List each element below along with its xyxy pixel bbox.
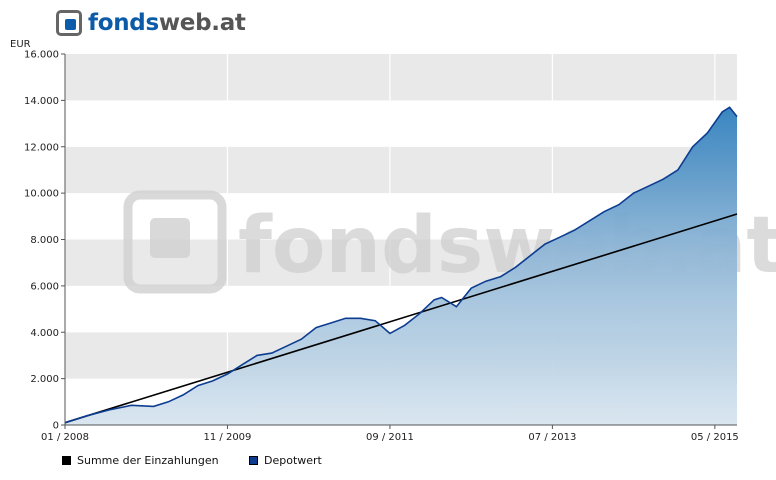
x-tick-label: 07 / 2013	[528, 432, 576, 443]
legend-label-depotwert: Depotwert	[264, 454, 322, 467]
x-tick-label: 09 / 2011	[366, 432, 414, 443]
grid-band	[65, 54, 737, 101]
y-axis-unit: EUR	[10, 39, 31, 50]
y-tick-label: 12.000	[24, 142, 59, 153]
legend-label-einzahlungen: Summe der Einzahlungen	[77, 454, 219, 467]
y-tick-label: 10.000	[24, 189, 59, 200]
y-tick-label: 6.000	[30, 281, 59, 292]
grid-band	[65, 146, 737, 194]
y-tick-label: 8.000	[30, 235, 59, 246]
fondsweb-logo: fondsweb.at	[56, 10, 246, 36]
x-tick-label: 01 / 2008	[41, 432, 89, 443]
y-axis-ticks: 0 2.000 4.000 6.000 8.000 10.000 12.000 14.000 1…	[24, 50, 65, 432]
y-tick-label: 0	[53, 421, 59, 432]
y-tick-label: 2.000	[30, 374, 59, 385]
series-line-depotwert	[64, 106, 738, 424]
x-tick-label: 05 / 2015	[691, 432, 739, 443]
y-tick-label: 16.000	[24, 50, 59, 61]
x-axis-ticks: 01 / 2008 11 / 2009 09 / 2011 07 / 2013 05 /…	[41, 425, 739, 443]
watermark-icon-inner	[150, 218, 190, 258]
x-tick-label: 11 / 2009	[204, 432, 252, 443]
logo-text: fondsweb.at	[88, 10, 246, 36]
y-tick-label: 4.000	[30, 328, 59, 339]
legend-swatch-einzahlungen	[62, 456, 71, 465]
legend-item-depotwert: Depotwert	[249, 454, 322, 467]
y-tick-label: 14.000	[24, 96, 59, 107]
logo-icon	[56, 10, 82, 36]
watermark-icon	[123, 190, 227, 294]
legend-swatch-depotwert	[249, 456, 258, 465]
grid-band	[65, 100, 737, 147]
series-line-einzahlungen	[64, 213, 738, 424]
legend-item-einzahlungen: Summe der Einzahlungen	[62, 454, 219, 467]
series-lines	[64, 106, 738, 424]
depotwert-area	[65, 107, 737, 426]
series-area-1	[65, 107, 737, 426]
